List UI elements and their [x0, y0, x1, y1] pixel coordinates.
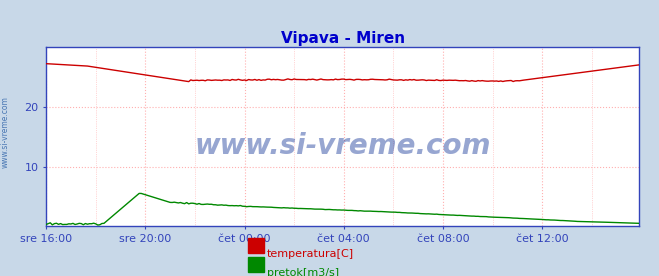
Text: www.si-vreme.com: www.si-vreme.com [1, 97, 10, 168]
Text: pretok[m3/s]: pretok[m3/s] [267, 268, 339, 276]
Title: Vipava - Miren: Vipava - Miren [281, 31, 405, 46]
Text: www.si-vreme.com: www.si-vreme.com [194, 132, 491, 160]
Text: temperatura[C]: temperatura[C] [267, 249, 354, 259]
